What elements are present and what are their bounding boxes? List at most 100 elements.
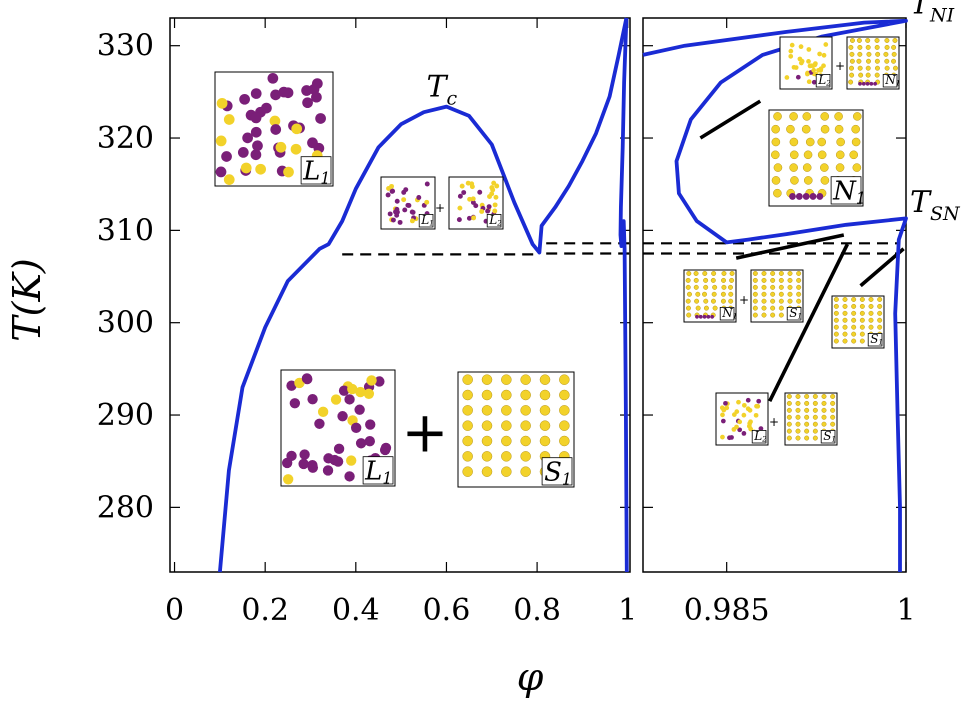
particle — [311, 91, 322, 103]
particle — [520, 466, 531, 477]
particle — [501, 451, 512, 462]
particle — [221, 151, 232, 162]
particle — [804, 435, 810, 441]
particle — [275, 141, 287, 153]
particle — [811, 67, 817, 73]
particle — [685, 284, 691, 290]
particle — [874, 65, 880, 71]
particle — [778, 305, 784, 311]
particle — [747, 407, 753, 413]
inset-S1-rright: S1 — [831, 295, 885, 349]
particle — [706, 314, 711, 319]
x-tick-label: 0.985 — [684, 593, 770, 628]
particle — [856, 58, 862, 64]
inset-label-subscript: 1 — [429, 219, 434, 228]
particle — [761, 270, 767, 276]
particle — [859, 310, 865, 316]
particle — [865, 44, 871, 50]
particle — [788, 48, 794, 54]
particle — [752, 312, 758, 318]
inset-L2-mid: L2 — [448, 176, 504, 230]
phase-boundary-curve — [218, 17, 629, 573]
particle — [795, 421, 801, 427]
particle — [559, 374, 570, 385]
particle — [698, 314, 703, 319]
particle — [501, 374, 512, 385]
particle — [812, 435, 818, 441]
y-tick-label: 290 — [97, 398, 154, 433]
panel-frame-left — [169, 17, 631, 573]
particle — [875, 51, 881, 57]
inset-label-box — [751, 429, 767, 444]
particle — [821, 393, 827, 399]
particle — [859, 317, 865, 323]
particle — [252, 140, 263, 152]
particle — [787, 298, 793, 304]
particle — [470, 196, 476, 202]
particle — [812, 428, 818, 434]
particle — [857, 65, 863, 71]
particle — [802, 192, 810, 200]
particle — [520, 435, 531, 447]
particle — [842, 331, 848, 337]
particle — [278, 86, 290, 98]
particle — [884, 44, 890, 50]
inset-particles — [786, 393, 836, 441]
particle — [836, 137, 845, 147]
inset-L1-bottom: L1 — [280, 369, 396, 487]
particle — [520, 420, 531, 431]
particle — [812, 421, 818, 427]
particle — [868, 317, 874, 323]
particle — [833, 303, 839, 309]
inset-label-subscript: 2 — [496, 219, 502, 228]
particle — [250, 126, 262, 138]
particle — [790, 176, 799, 185]
particle — [849, 51, 855, 57]
inset-label-box — [882, 74, 898, 88]
particle — [770, 277, 776, 283]
particle — [834, 112, 843, 121]
particle — [857, 51, 863, 57]
particle — [380, 442, 392, 454]
particle — [559, 389, 570, 401]
particle — [849, 150, 859, 160]
particle — [283, 474, 294, 485]
particle — [851, 137, 861, 147]
particle — [397, 219, 403, 225]
particle — [741, 402, 747, 408]
particle — [394, 212, 400, 218]
particle — [539, 420, 551, 431]
particle — [270, 124, 282, 135]
particle — [795, 393, 801, 399]
particle — [787, 277, 793, 283]
particle — [820, 112, 830, 121]
particle — [796, 298, 802, 304]
particle — [314, 418, 325, 429]
particle — [695, 291, 701, 297]
particle — [761, 298, 767, 304]
particle — [791, 64, 797, 70]
particle — [477, 189, 483, 195]
particle — [728, 291, 734, 297]
particle — [795, 192, 803, 200]
particle — [756, 398, 762, 404]
particle — [466, 215, 472, 221]
particle — [811, 79, 817, 85]
particle — [842, 338, 848, 344]
inset-label-subscript: 1 — [797, 312, 802, 321]
particle — [868, 296, 874, 302]
particle — [842, 324, 848, 330]
particle — [761, 305, 767, 311]
particle — [710, 298, 716, 304]
particle — [710, 314, 715, 319]
inset-label-subscript: 1 — [382, 469, 392, 487]
particle — [821, 421, 827, 427]
particle — [770, 150, 780, 160]
particle — [344, 471, 355, 482]
particle — [486, 204, 492, 210]
particle — [491, 180, 497, 186]
particle — [731, 412, 737, 417]
particle — [823, 42, 829, 47]
particle — [457, 193, 463, 199]
